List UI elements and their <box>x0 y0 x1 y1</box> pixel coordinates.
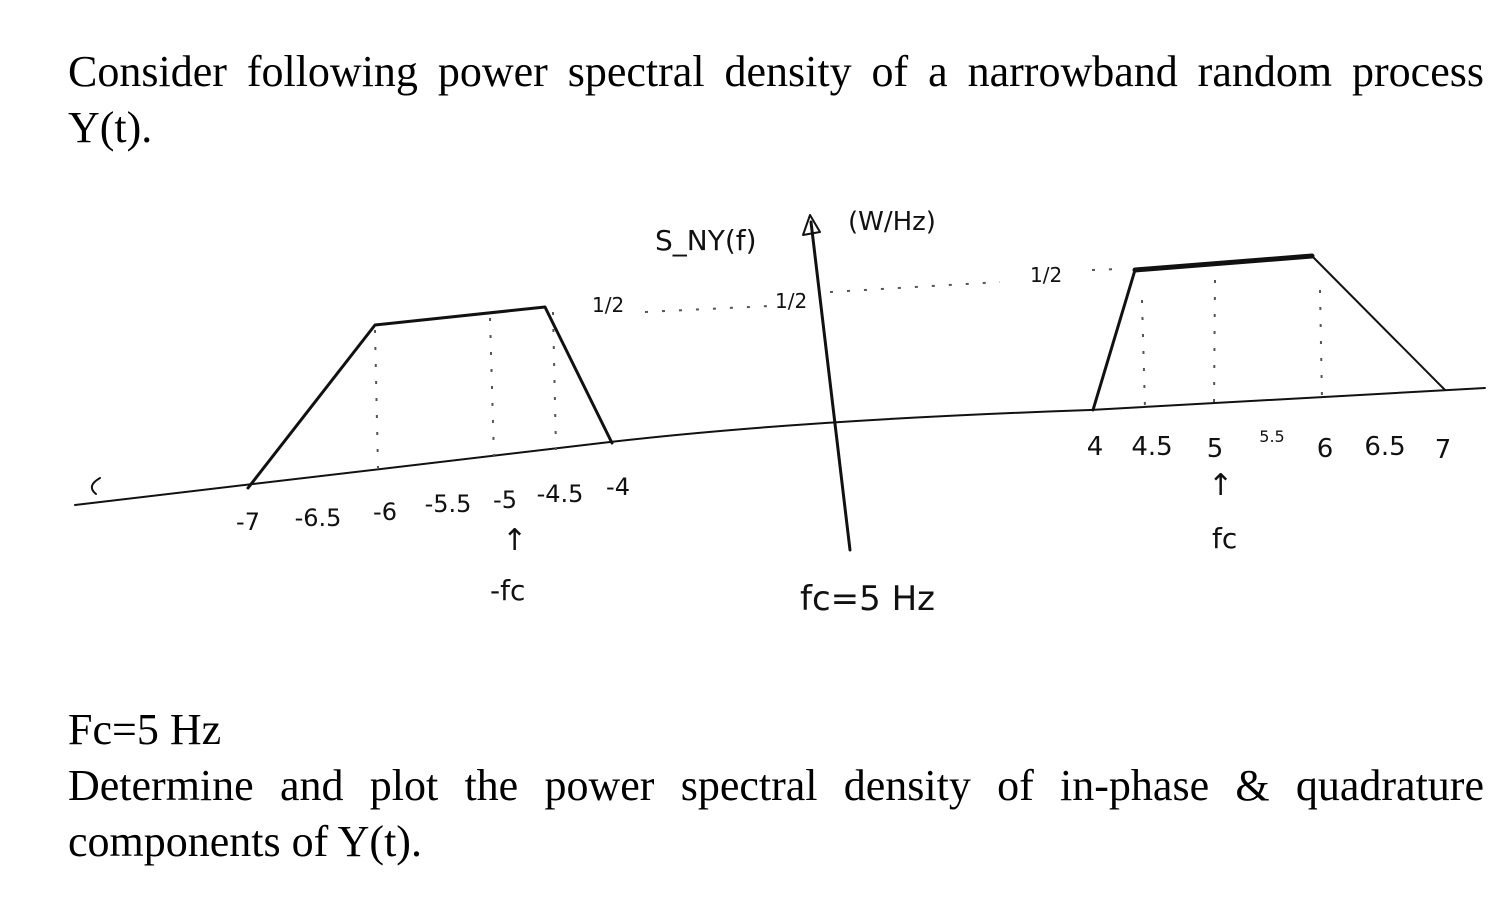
tick-label: -7 <box>236 508 260 536</box>
tick-label: -6.5 <box>295 504 342 532</box>
tick-label: -4.5 <box>537 480 584 508</box>
tick-label: 6 <box>1317 434 1334 464</box>
tick-label: 5.5 <box>1259 427 1284 446</box>
marker-label: fc <box>1212 522 1237 555</box>
vertical-axis <box>809 220 852 552</box>
right-band-edge <box>1311 255 1446 391</box>
right-band-edge <box>1091 268 1137 412</box>
tick-label: -5 <box>493 486 517 514</box>
level-label: 1/2 <box>1030 263 1062 287</box>
tick-label: -5.5 <box>425 490 472 518</box>
axis-hook <box>90 477 101 495</box>
level-label: 1/2 <box>775 289 807 313</box>
guide-lines <box>374 279 1323 469</box>
tick-label: 5 <box>1207 434 1224 464</box>
tick-label: 4 <box>1087 432 1104 462</box>
tick-label: 6.5 <box>1364 432 1405 462</box>
axis-arrow <box>802 214 821 236</box>
question: Determine and plot the power spectral de… <box>68 761 1484 866</box>
unit-label: (W/Hz) <box>848 207 936 237</box>
arrow: ↑ <box>502 523 527 558</box>
tick-label: 4.5 <box>1131 432 1172 462</box>
tick-label: -6 <box>373 498 397 526</box>
intro: Consider following power spectral densit… <box>68 47 1484 152</box>
marker-label: -fc <box>490 574 525 607</box>
level-line <box>644 268 1121 313</box>
psd-label: S_NY(f) <box>655 224 757 257</box>
tick-label: -4 <box>606 473 630 501</box>
left-band <box>246 305 614 490</box>
arrow: ↑ <box>1208 468 1233 503</box>
fc-note: fc=5 Hz <box>800 579 935 619</box>
fc-line: Fc=5 Hz <box>68 705 222 754</box>
tick-label: 7 <box>1435 435 1452 465</box>
level-label: 1/2 <box>592 293 624 317</box>
frequency-axis <box>74 387 1486 506</box>
right-band-top <box>1132 253 1315 273</box>
